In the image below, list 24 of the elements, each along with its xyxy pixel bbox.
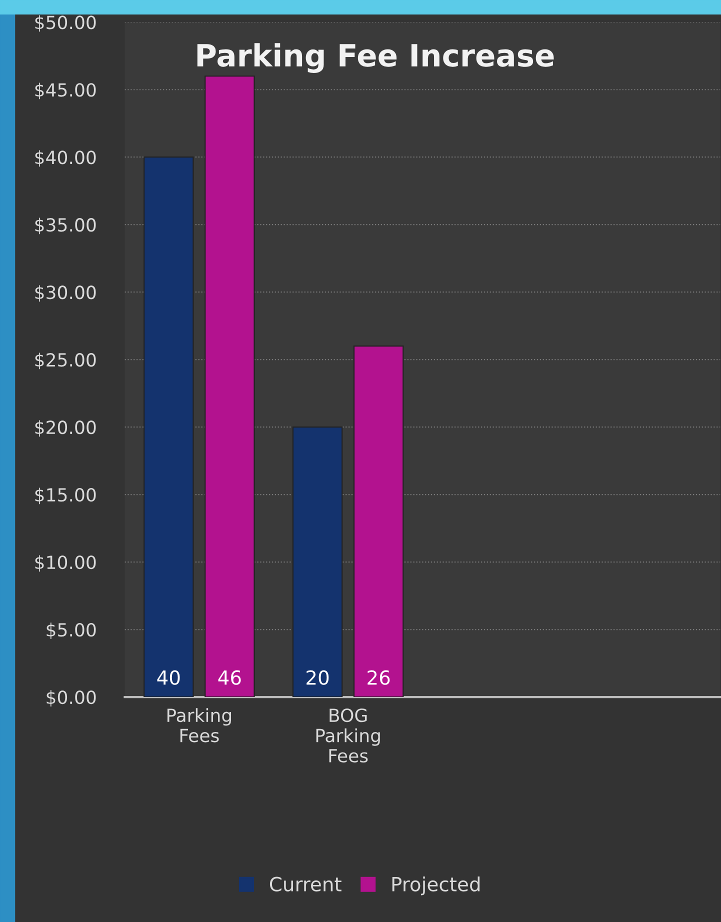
bar xyxy=(292,426,343,698)
y-tick-label: $25.00 xyxy=(35,352,96,370)
data-label: 26 xyxy=(368,670,390,685)
y-tick-label: $10.00 xyxy=(35,555,96,572)
y-tick-label: $35.00 xyxy=(35,218,96,234)
y-tick-label: $20.00 xyxy=(35,420,96,437)
bar xyxy=(353,346,404,698)
y-tick-label: $0.00 xyxy=(46,690,96,707)
legend-label: Current xyxy=(270,876,342,892)
bar xyxy=(144,156,194,698)
y-tick-label: $45.00 xyxy=(35,82,96,100)
data-label: 46 xyxy=(218,670,241,685)
y-tick-label: $50.00 xyxy=(35,15,96,32)
x-tick-label: BOG Parking Fees xyxy=(316,708,380,763)
y-tick-label: $30.00 xyxy=(35,285,96,302)
y-tick-label: $40.00 xyxy=(35,150,96,167)
bar xyxy=(204,76,255,698)
y-tick-label: $5.00 xyxy=(46,622,96,640)
legend-label: Projected xyxy=(392,876,480,896)
text: Parking Fee Increase xyxy=(197,43,554,73)
data-label: 20 xyxy=(306,670,329,685)
data-label: 40 xyxy=(157,670,180,685)
x-tick-label: Parking Fees xyxy=(167,708,232,742)
y-tick-label: $15.00 xyxy=(35,488,96,504)
